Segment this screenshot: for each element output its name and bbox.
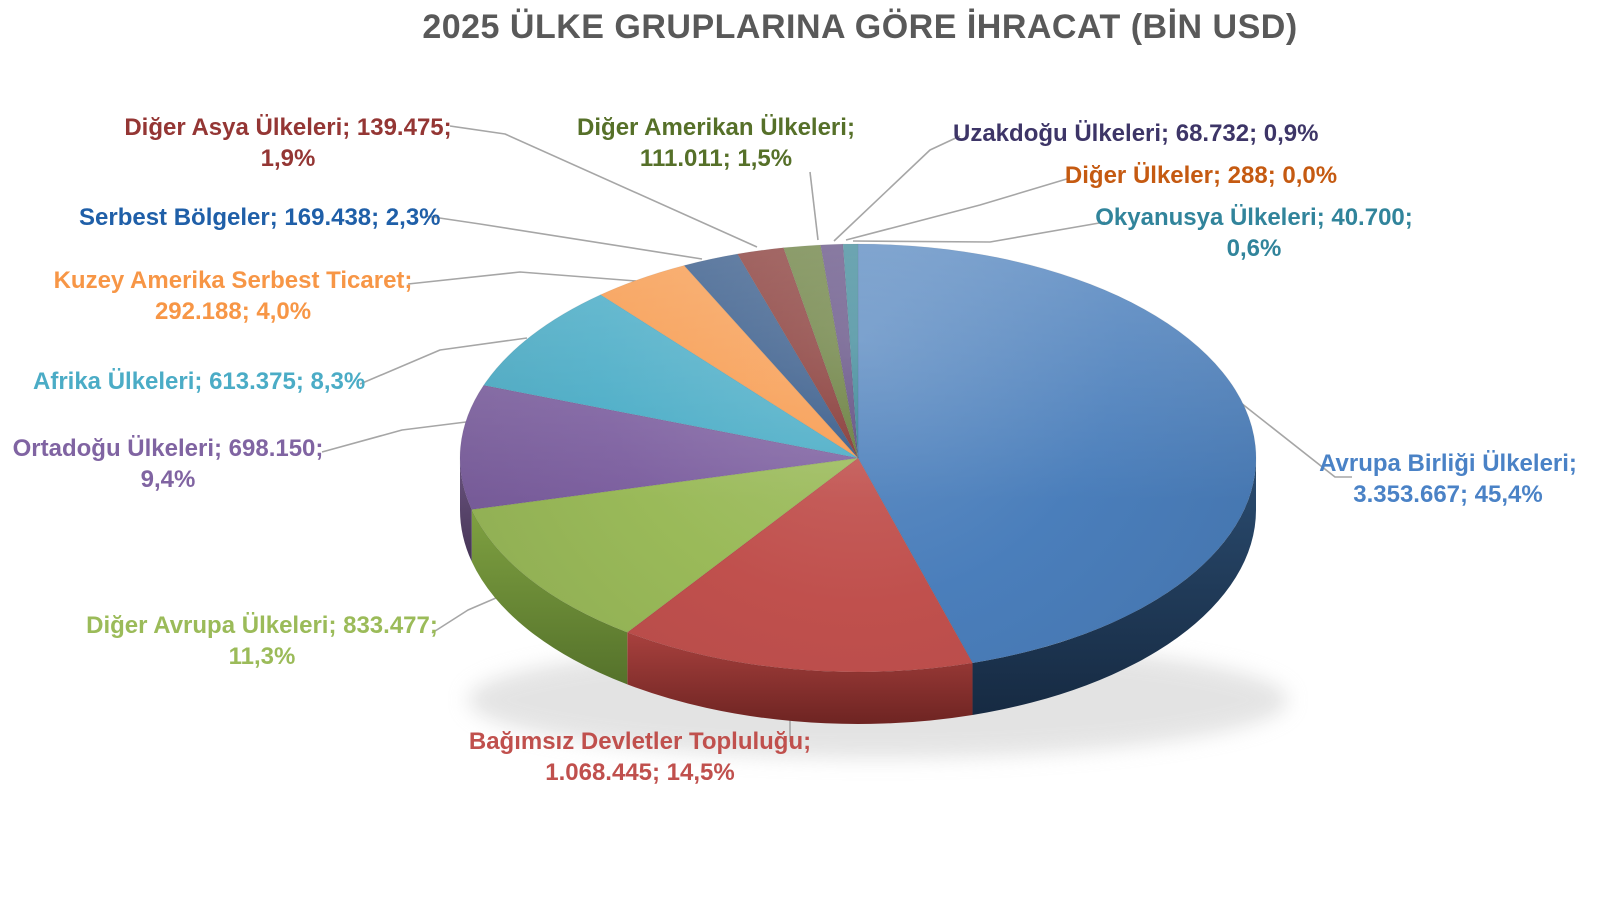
leader-line-kuzey-amerika xyxy=(407,271,637,285)
slice-label-line: Serbest Bölgeler; 169.438; 2,3% xyxy=(79,204,441,231)
slice-label-line: Diğer Ülkeler; 288; 0,0% xyxy=(1064,162,1338,189)
slice-label-serbest-bolgeler: Serbest Bölgeler; 169.438; 2,3% xyxy=(79,202,441,233)
slice-label-bagimsiz-devletler: Bağımsız Devletler Topluluğu; 1.068.445; … xyxy=(440,726,840,788)
slice-label-kuzey-amerika: Kuzey Amerika Serbest Ticaret; 292.188; 4… xyxy=(53,265,413,327)
slice-label-line: 292.188; 4,0% xyxy=(154,298,312,325)
slice-label-line: Bağımsız Devletler Topluluğu; xyxy=(468,728,812,755)
slice-label-uzakdogu: Uzakdoğu Ülkeleri; 68.732; 0,9% xyxy=(953,118,1319,149)
slice-label-afrika: Afrika Ülkeleri; 613.375; 8,3% xyxy=(33,366,366,397)
slice-label-line: 3.353.667; 45,4% xyxy=(1353,481,1543,508)
pie-slice-side-bagimsiz-devletler xyxy=(627,632,973,725)
leader-line-ortadogu xyxy=(321,421,467,453)
slice-label-line: 0,6% xyxy=(1226,235,1282,262)
slice-label-diger-asya: Diğer Asya Ülkeleri; 139.475; 1,9% xyxy=(108,112,468,174)
slice-label-line: Diğer Avrupa Ülkeleri; 833.477; xyxy=(86,612,438,639)
slice-label-diger-ulkeler: Diğer Ülkeler; 288; 0,0% xyxy=(1061,160,1341,191)
slice-label-line: Avrupa Birliği Ülkeleri; xyxy=(1319,450,1577,477)
slice-label-line: 1.068.445; 14,5% xyxy=(545,759,735,786)
leader-line-diger-ulkeler xyxy=(845,177,1071,241)
slice-label-ortadogu: Ortadoğu Ülkeleri; 698.150; 9,4% xyxy=(0,433,336,495)
leader-line-okyanusya xyxy=(852,221,1106,243)
slice-label-okyanusya: Okyanusya Ülkeleri; 40.700; 0,6% xyxy=(1089,202,1419,264)
slice-label-diger-avrupa: Diğer Avrupa Ülkeleri; 833.477; 11,3% xyxy=(72,610,452,672)
slice-label-avrupa-birligi: Avrupa Birliği Ülkeleri; 3.353.667; 45,4% xyxy=(1298,448,1598,510)
leader-line-uzakdogu xyxy=(833,135,961,242)
slice-label-line: 11,3% xyxy=(228,643,296,670)
slice-label-line: 111.011; 1,5% xyxy=(639,145,793,172)
slice-label-line: Diğer Amerikan Ülkeleri; xyxy=(577,114,855,141)
slice-label-line: Afrika Ülkeleri; 613.375; 8,3% xyxy=(33,368,366,395)
leader-line-diger-amerikan xyxy=(809,171,819,241)
leader-line-avrupa-birligi xyxy=(1240,402,1352,478)
slice-label-line: 1,9% xyxy=(260,145,316,172)
slice-label-diger-amerikan: Diğer Amerikan Ülkeleri; 111.011; 1,5% xyxy=(556,112,876,174)
slice-label-line: Diğer Asya Ülkeleri; 139.475; xyxy=(124,114,452,141)
slice-label-line: Uzakdoğu Ülkeleri; 68.732; 0,9% xyxy=(953,120,1319,147)
leader-line-serbest-bolgeler xyxy=(425,215,703,260)
slice-label-line: Kuzey Amerika Serbest Ticaret; xyxy=(53,267,413,294)
slice-label-line: Ortadoğu Ülkeleri; 698.150; xyxy=(12,435,324,462)
chart-title: 2025 ÜLKE GRUPLARINA GÖRE İHRACAT (BİN U… xyxy=(422,8,1298,46)
slice-label-line: Okyanusya Ülkeleri; 40.700; xyxy=(1095,204,1413,231)
leader-line-diger-asya xyxy=(449,125,758,248)
slice-label-line: 9,4% xyxy=(140,466,196,493)
